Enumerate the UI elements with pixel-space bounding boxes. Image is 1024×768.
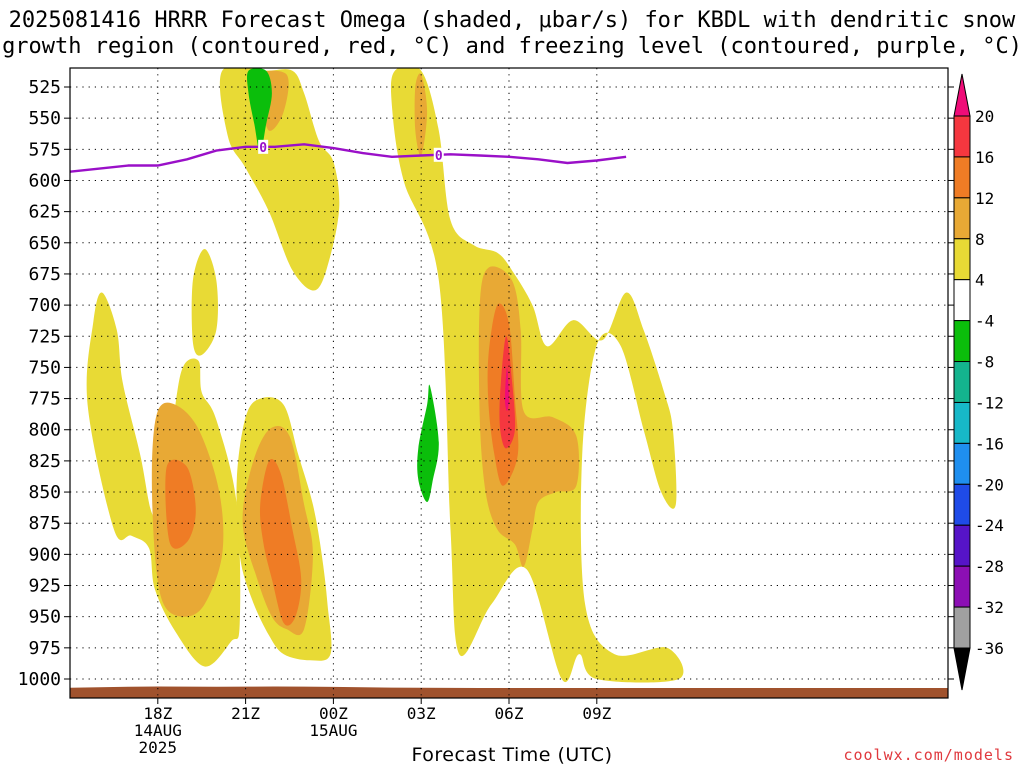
credit-text: coolwx.com/models (843, 746, 1014, 764)
colorbar-label-7: -12 (975, 393, 1004, 412)
colorbar-box-1 (953, 156, 971, 199)
omega-region-4-0 (219, 68, 340, 291)
colorbar-box-6 (953, 361, 971, 403)
colorbar-top-triangle (953, 73, 971, 117)
colorbar-box-11 (953, 565, 971, 608)
colorbar-label-8: -16 (975, 434, 1004, 453)
colorbar-box-10 (953, 524, 971, 567)
freezing-level-label-1: 0 (435, 149, 443, 164)
colorbar-label-0: 20 (975, 107, 994, 126)
omega-region-12-11 (259, 459, 302, 626)
omega-region-4-1 (390, 68, 684, 683)
plot-clip-group: 00 (70, 68, 948, 698)
colorbar-label-5: -4 (975, 312, 994, 331)
omega-region--4-16 (417, 384, 439, 502)
colorbar-box-9 (953, 483, 971, 526)
colorbar-label-11: -28 (975, 557, 1004, 576)
x-tick-sublabel-18Z: 14AUG (134, 721, 182, 740)
omega-region-12-10 (165, 459, 196, 549)
omega-region-20-14 (504, 367, 509, 411)
colorbar-label-4: 4 (975, 271, 985, 290)
y-tick-label-925: 925 (28, 576, 61, 597)
omega-region-8-6 (414, 73, 428, 156)
y-tick-label-675: 675 (28, 264, 61, 285)
colorbar-box-0 (953, 115, 971, 158)
x-axis-label: Forecast Time (UTC) (411, 744, 613, 766)
colorbar-label-9: -20 (975, 475, 1004, 494)
colorbar-label-10: -24 (975, 516, 1004, 535)
freezing-level-label-0: 0 (259, 141, 267, 156)
colorbar-label-12: -32 (975, 598, 1004, 617)
y-tick-label-825: 825 (28, 451, 61, 472)
colorbar-box-12 (953, 606, 971, 649)
y-tick-label-875: 875 (28, 513, 61, 534)
x-tick-year-18Z: 2025 (139, 738, 178, 757)
chart-title-line-1: 2025081416 HRRR Forecast Omega (shaded, … (8, 8, 1016, 33)
chart-title-line-2: growth region (contoured, red, °C) and f… (2, 34, 1022, 59)
colorbar-label-3: 8 (975, 230, 985, 249)
y-tick-label-950: 950 (28, 607, 61, 628)
plot-frame (69, 67, 949, 699)
colorbar-label-13: -36 (975, 639, 1004, 658)
y-tick-label-750: 750 (28, 357, 61, 378)
freezing-level-label-bg-0 (258, 139, 269, 154)
y-tick-label-975: 975 (28, 638, 61, 659)
y-tick-label-600: 600 (28, 170, 61, 191)
y-tick-label-800: 800 (28, 420, 61, 441)
omega-region-4-3 (191, 249, 218, 356)
y-tick-label-850: 850 (28, 482, 61, 503)
colorbar-box-2 (953, 197, 971, 240)
y-tick-label-575: 575 (28, 139, 61, 160)
x-tick-label-00Z: 00Z (319, 704, 348, 723)
y-tick-label-625: 625 (28, 202, 61, 223)
colorbar-box-5 (953, 320, 971, 363)
y-tick-label-775: 775 (28, 389, 61, 410)
ground-strip (70, 686, 948, 698)
colorbar-label-1: 16 (975, 148, 994, 167)
y-tick-label-1000: 1000 (18, 669, 61, 690)
y-tick-label-650: 650 (28, 233, 61, 254)
x-tick-sublabel-00Z: 15AUG (309, 721, 357, 740)
freezing-level-line (70, 143, 627, 173)
x-tick-label-03Z: 03Z (407, 704, 436, 723)
colorbar-label-2: 12 (975, 189, 994, 208)
colorbar-label-6: -8 (975, 353, 994, 372)
x-tick-label-21Z: 21Z (231, 704, 260, 723)
x-tick-label-18Z: 18Z (143, 704, 172, 723)
colorbar-box-7 (953, 401, 971, 444)
y-tick-label-725: 725 (28, 326, 61, 347)
omega-region--4-15 (246, 68, 272, 154)
y-tick-label-550: 550 (28, 108, 61, 129)
colorbar-box-8 (953, 442, 971, 485)
freezing-level-label-bg-1 (433, 147, 444, 162)
x-tick-label-09Z: 09Z (582, 704, 611, 723)
y-tick-label-900: 900 (28, 544, 61, 565)
colorbar-box-3 (953, 238, 971, 281)
y-tick-label-525: 525 (28, 77, 61, 98)
colorbar-bottom-triangle (953, 647, 971, 691)
colorbar-box-4 (953, 279, 971, 322)
x-tick-label-06Z: 06Z (495, 704, 524, 723)
y-tick-label-700: 700 (28, 295, 61, 316)
